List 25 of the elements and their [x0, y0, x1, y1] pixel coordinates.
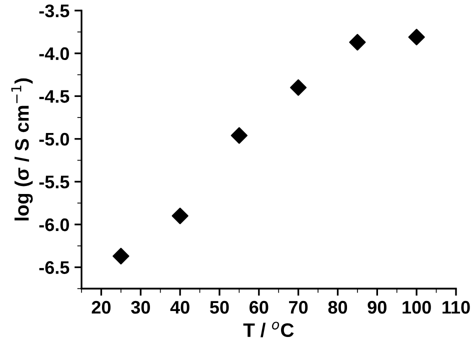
- y-tick-label: -5.0: [39, 132, 69, 146]
- y-tick-label: -6.0: [39, 218, 69, 232]
- y-tick-label: -4.0: [39, 47, 69, 60]
- x-tick-label: 20: [92, 300, 111, 314]
- point: [349, 34, 366, 51]
- x-tick-label: 110: [442, 300, 470, 314]
- x-tick-label: 80: [328, 300, 348, 314]
- y-tick-label: -4.5: [39, 90, 70, 103]
- y-tick-label: -3.5: [39, 4, 70, 18]
- x-tick-label: 100: [402, 300, 431, 314]
- x-tick-label: 90: [368, 300, 386, 314]
- x-tick-label: 40: [170, 300, 190, 314]
- x-tick-label: 50: [210, 300, 229, 314]
- y-tick-label: -6.5: [39, 261, 70, 274]
- y-axis-title: log (σ / S cm$^{−1}$): [11, 78, 33, 220]
- x-tick-label: 70: [289, 300, 308, 314]
- point: [230, 127, 248, 144]
- point: [290, 79, 307, 96]
- point: [172, 208, 188, 224]
- x-axis-title: T / $^{o}$C: [243, 322, 294, 338]
- point: [112, 248, 130, 264]
- x-tick-label: 30: [131, 300, 150, 314]
- x-tick-label: 60: [250, 300, 268, 314]
- point: [408, 28, 425, 46]
- y-tick-label: -5.5: [39, 176, 70, 188]
